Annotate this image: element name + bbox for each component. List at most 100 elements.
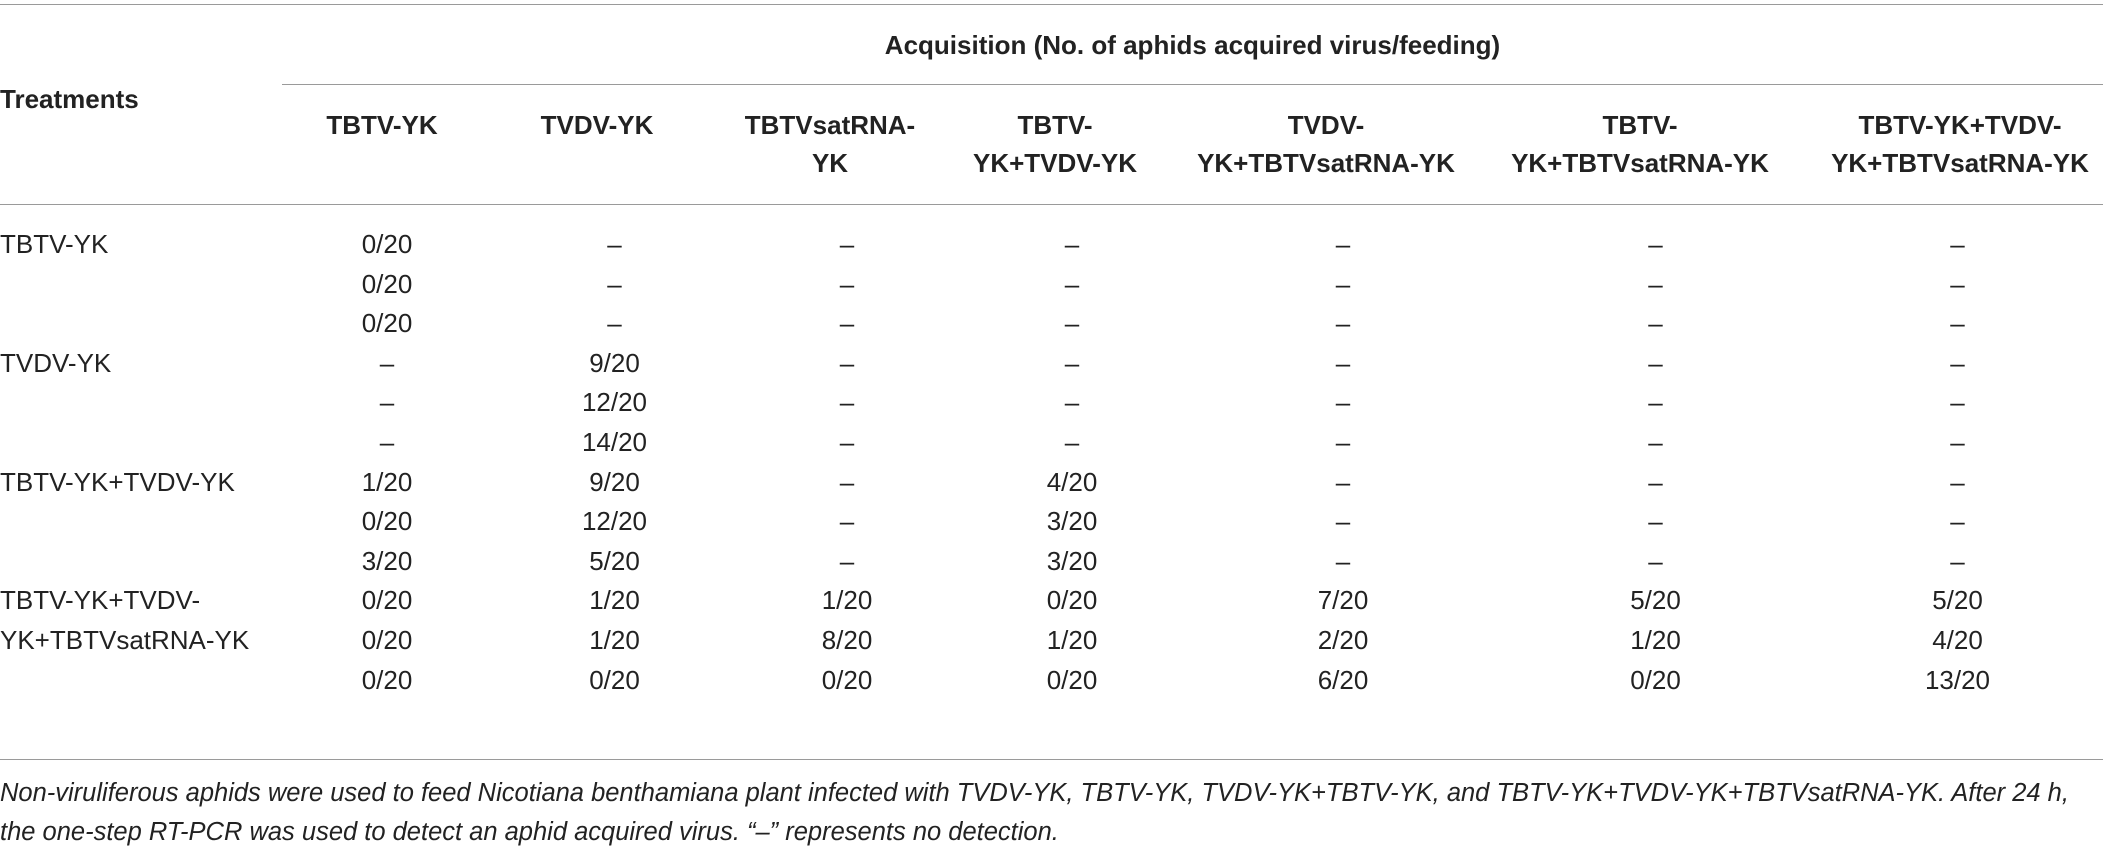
value-cell: 0/20 [1046, 585, 1098, 616]
column-header-line-1: TBTV- [1602, 110, 1678, 140]
value-cell: – [839, 466, 855, 497]
table-bottom-rule [0, 759, 2103, 760]
column-header-line-1: TBTV-YK [326, 110, 438, 140]
column-header-line-1: TBTV-YK+TVDV- [1858, 110, 2062, 140]
value-cell: 4/20 [1932, 624, 1983, 655]
value-cell: – [839, 308, 855, 339]
value-cell: – [1335, 347, 1351, 378]
value-cell: – [1335, 466, 1351, 497]
value-cell: – [839, 229, 855, 259]
data-table: TBTV-YK 0/20– – – – – –0/20– – – – – –0/20– – – – – – TVD… [0, 225, 2103, 700]
value-cell: – [1064, 387, 1080, 418]
value-cell: – [1648, 387, 1663, 418]
value-cell: 12/20 [581, 387, 648, 418]
column-header-line-1: TVDV- [1287, 110, 1365, 140]
value-cell: – [1648, 545, 1663, 576]
value-cell: – [607, 308, 622, 339]
value-cell: – [1335, 268, 1351, 299]
value-cell: 0/20 [361, 624, 413, 655]
value-cell: – [1648, 268, 1663, 299]
header-bottom-rule [0, 204, 2103, 205]
column-header-line-2: YK+TBTVsatRNA-YK [1511, 148, 1769, 178]
value-cell: 3/20 [1046, 545, 1098, 576]
column-header: TBTV-YK+TVDV- YK+TBTVsatRNA-YK [1810, 106, 2103, 182]
value-cell: – [1950, 347, 1965, 378]
value-cell: – [1648, 347, 1663, 378]
treatment-cell [0, 304, 282, 344]
value-cell: – [839, 506, 855, 537]
column-header-line-2: YK [811, 148, 849, 178]
treatments-header: Treatments [0, 84, 139, 114]
value-cell: – [1648, 229, 1663, 259]
treatment-cell [0, 265, 282, 305]
value-cell: 1/20 [821, 585, 873, 616]
value-cell: 8/20 [821, 624, 873, 655]
value-cell: 1/20 [1046, 624, 1098, 655]
table-row: 0/20 0/20 0/20 0/20 6/20 0/20 13/20 [0, 661, 2103, 701]
value-cell: 9/20 [589, 466, 640, 497]
value-cell: 6/20 [1317, 664, 1369, 695]
column-header: TBTV- YK+TVDV-YK [940, 106, 1170, 182]
treatment-cell [0, 383, 282, 423]
value-cell: – [1950, 308, 1965, 339]
value-cell: – [839, 545, 855, 576]
table-row: – 14/20 – – – – – [0, 423, 2103, 463]
value-cell: – [1064, 268, 1080, 299]
column-header: TBTV-YK [277, 106, 487, 144]
value-cell: – [1064, 308, 1080, 339]
column-header-line-1: TBTV- [1017, 110, 1093, 140]
value-cell: 0/20 [821, 664, 873, 695]
treatment-cell: TBTV-YK+TVDV-YK [0, 466, 235, 497]
table-row: YK+TBTVsatRNA-YK 0/20 1/20 8/20 1/20 2/20 1/20… [0, 621, 2103, 661]
value-cell: 0/20 [361, 268, 413, 299]
value-cell: – [839, 426, 855, 457]
value-cell: 1/20 [589, 624, 640, 655]
acquisition-header-rule [282, 84, 2103, 85]
footnote-line-2: the one-step RT-PCR was used to detect a… [0, 818, 1059, 846]
treatment-cell [0, 502, 282, 542]
value-cell: – [1335, 506, 1351, 537]
value-cell: 5/20 [589, 545, 640, 576]
value-cell: 7/20 [1317, 585, 1369, 616]
value-cell: – [1335, 426, 1351, 457]
value-cell: 5/20 [1630, 585, 1681, 616]
value-cell: – [1335, 229, 1351, 259]
value-cell: – [1064, 426, 1080, 457]
value-cell: 1/20 [589, 585, 640, 616]
value-cell: – [1064, 229, 1080, 259]
value-cell: – [607, 229, 622, 259]
value-cell: 12/20 [581, 506, 648, 537]
value-cell: 0/20 [361, 308, 413, 339]
value-cell: 1/20 [361, 466, 413, 497]
table-row: TBTV-YK 0/20 – – – – – – [0, 225, 2103, 265]
value-cell: – [1648, 308, 1663, 339]
value-cell: – [1950, 506, 1965, 537]
table-top-rule [0, 4, 2103, 5]
value-cell: 0/20 [1046, 664, 1098, 695]
value-cell: 0/20 [361, 664, 413, 695]
value-cell: – [1950, 268, 1965, 299]
treatment-cell: TBTV-YK+TVDV- [0, 585, 201, 616]
value-cell: – [1335, 545, 1351, 576]
value-cell: 3/20 [361, 545, 413, 576]
value-cell: 13/20 [1924, 664, 1991, 695]
value-cell: 9/20 [589, 347, 640, 378]
value-cell: – [379, 426, 395, 457]
value-cell: – [1335, 308, 1351, 339]
table-row: TBTV-YK+TVDV-YK 1/20 9/20 – 4/20 – – – [0, 463, 2103, 503]
value-cell: – [1950, 426, 1965, 457]
value-cell: – [607, 268, 622, 299]
table-row: 0/20 – – – – – – [0, 265, 2103, 305]
value-cell: – [1950, 545, 1965, 576]
column-header-line-2: YK+TBTVsatRNA-YK [1831, 148, 2089, 178]
treatment-cell: TBTV-YK [0, 229, 109, 259]
value-cell: – [379, 347, 395, 378]
column-header-line-2: YK+TBTVsatRNA-YK [1197, 148, 1455, 178]
value-cell: 0/20 [1630, 664, 1681, 695]
table-footnote: Non-viruliferous aphids were used to fee… [0, 774, 2103, 852]
table-row: – 12/20 – – – – – [0, 383, 2103, 423]
table-row: 0/20 – – – – – – [0, 304, 2103, 344]
value-cell: 0/20 [589, 664, 640, 695]
value-cell: – [379, 387, 395, 418]
value-cell: – [1064, 347, 1080, 378]
